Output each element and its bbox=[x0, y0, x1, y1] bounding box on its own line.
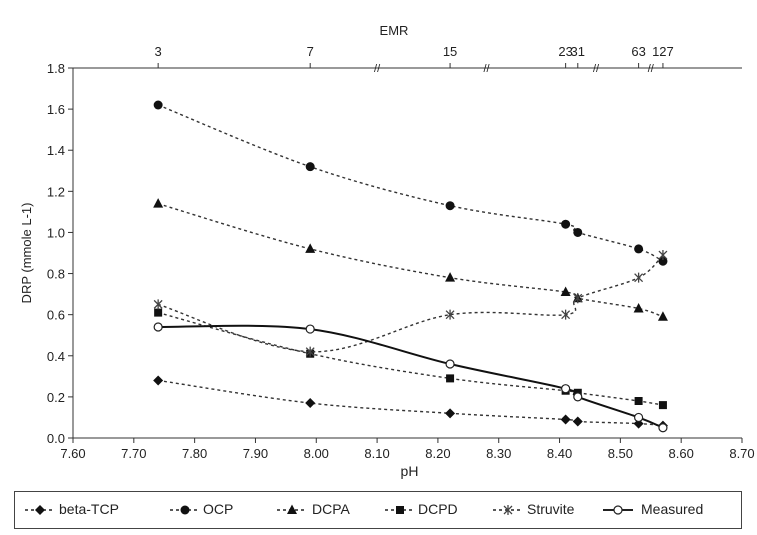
series-line-measured bbox=[158, 324, 664, 429]
y-tick-label: 1.4 bbox=[47, 143, 65, 158]
data-point-dcpd bbox=[634, 397, 643, 405]
top-tick-label: 15 bbox=[443, 44, 457, 59]
x-tick-label: 8.00 bbox=[304, 446, 329, 461]
x-tick-label: 7.90 bbox=[243, 446, 268, 461]
data-point-ocp bbox=[305, 162, 315, 172]
x-tick-label: 8.60 bbox=[669, 446, 694, 461]
top-tick-label: 23 bbox=[558, 44, 572, 59]
data-point-struvite bbox=[153, 299, 163, 310]
data-point-ocp bbox=[573, 227, 583, 237]
x-tick-label: 8.10 bbox=[364, 446, 389, 461]
y-tick-label: 0.8 bbox=[47, 267, 65, 282]
chart: 7.60 7.70 7.80 7.90 8.00 8.10 8.20 8.30 8.40 8.50… bbox=[19, 23, 755, 479]
legend-marker-dcpd bbox=[396, 506, 404, 514]
legend-label-dcpd: DCPD bbox=[418, 501, 458, 517]
data-point-ocp bbox=[445, 201, 455, 211]
data-point-beta-tcp bbox=[560, 414, 571, 425]
data-point-measured bbox=[305, 324, 315, 334]
data-point-dcpd bbox=[154, 308, 163, 317]
data-point-struvite bbox=[445, 309, 455, 320]
data-point-struvite bbox=[573, 293, 583, 304]
x-tick-label: 8.40 bbox=[547, 446, 572, 461]
data-point-measured bbox=[445, 359, 455, 369]
top-axis-break: // bbox=[374, 63, 381, 75]
top-tick-label: 7 bbox=[307, 44, 314, 59]
data-point-struvite bbox=[561, 309, 571, 320]
top-tick-label: 3 bbox=[155, 44, 162, 59]
x-axis-title: pH bbox=[401, 463, 419, 479]
legend-label-ocp: OCP bbox=[203, 501, 234, 517]
data-point-ocp bbox=[634, 244, 644, 254]
data-point-struvite bbox=[634, 272, 644, 283]
y-tick-label: 0.6 bbox=[47, 308, 65, 323]
series-line-dcpd bbox=[157, 311, 664, 406]
data-point-beta-tcp bbox=[305, 398, 316, 409]
x-tick-label: 7.80 bbox=[182, 446, 207, 461]
data-point-dcpa bbox=[305, 243, 316, 253]
legend-label-measured: Measured bbox=[641, 501, 704, 517]
top-axis-title: EMR bbox=[380, 23, 409, 38]
legend-label-struvite: Struvite bbox=[527, 501, 575, 517]
top-tick-label: 127 bbox=[652, 44, 674, 59]
x-tick-label: 7.60 bbox=[60, 446, 85, 461]
legend-markers bbox=[25, 504, 633, 515]
x-tick-label: 8.50 bbox=[608, 446, 633, 461]
legend-marker-dcpa bbox=[287, 504, 297, 514]
data-point-dcpa bbox=[153, 198, 164, 208]
legend: beta-TCP OCP DCPA DCPD Struvite Measured bbox=[14, 491, 742, 529]
data-point-beta-tcp bbox=[153, 375, 164, 386]
legend-marker-measured bbox=[613, 505, 623, 515]
data-point-dcpd bbox=[658, 401, 667, 410]
top-axis-break: // bbox=[484, 63, 491, 75]
series-line-dcpa bbox=[157, 203, 664, 318]
legend-label-dcpa: DCPA bbox=[312, 501, 350, 517]
data-point-beta-tcp bbox=[445, 408, 456, 419]
data-point-dcpa bbox=[445, 272, 456, 282]
legend-marker-beta-tcp bbox=[35, 505, 45, 515]
data-point-dcpa bbox=[560, 286, 571, 297]
data-point-measured bbox=[153, 322, 163, 332]
series-line-struvite bbox=[157, 254, 664, 353]
data-point-ocp bbox=[153, 100, 163, 110]
top-axis-break: // bbox=[593, 63, 600, 75]
y-tick-label: 1.8 bbox=[47, 61, 65, 76]
data-point-struvite bbox=[658, 250, 668, 261]
data-point-beta-tcp bbox=[572, 416, 583, 427]
x-tick-label: 7.70 bbox=[121, 446, 146, 461]
data-point-measured bbox=[573, 392, 583, 402]
data-point-dcpd bbox=[446, 374, 455, 383]
x-tick-label: 8.30 bbox=[486, 446, 511, 461]
data-point-dcpa bbox=[633, 303, 644, 313]
data-point-struvite bbox=[305, 346, 315, 357]
data-point-measured bbox=[658, 423, 668, 433]
x-tick-label: 8.20 bbox=[425, 446, 450, 461]
data-point-ocp bbox=[561, 219, 571, 229]
legend-label-beta-tcp: beta-TCP bbox=[59, 501, 119, 517]
data-point-dcpa bbox=[657, 311, 668, 321]
data-point-measured bbox=[634, 412, 644, 423]
top-tick-label: 31 bbox=[571, 44, 585, 59]
x-tick-label: 8.70 bbox=[729, 446, 754, 461]
data-point-measured bbox=[561, 384, 571, 394]
legend-marker-ocp bbox=[180, 505, 190, 515]
data-point-ocp bbox=[658, 256, 668, 266]
y-tick-label: 0.4 bbox=[47, 349, 65, 364]
series-line-beta-tcp bbox=[157, 379, 663, 427]
y-tick-label: 1.0 bbox=[47, 225, 65, 240]
y-tick-label: 1.2 bbox=[47, 184, 65, 199]
y-tick-label: 0.2 bbox=[47, 390, 65, 405]
top-tick-label: 63 bbox=[631, 44, 645, 59]
series-line-ocp bbox=[157, 104, 664, 262]
top-axis-break: // bbox=[648, 63, 655, 75]
y-tick-label: 0.0 bbox=[47, 431, 65, 446]
y-tick-label: 1.6 bbox=[47, 102, 65, 117]
y-axis-title: DRP (mmole L-1) bbox=[19, 203, 34, 304]
legend-marker-struvite bbox=[503, 505, 513, 515]
